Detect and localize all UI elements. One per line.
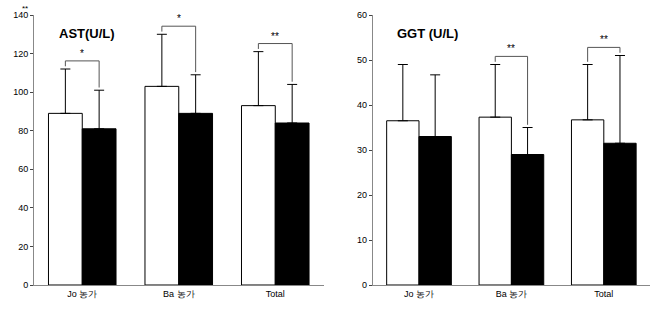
svg-text:0: 0 [362,280,367,290]
svg-text:*: * [80,48,84,59]
svg-text:40: 40 [18,203,28,213]
svg-text:**: ** [600,34,608,45]
svg-text:120: 120 [13,49,28,59]
svg-text:Total: Total [266,289,285,299]
svg-text:60: 60 [18,164,28,174]
svg-text:0: 0 [23,280,28,290]
svg-text:**: ** [271,31,279,42]
svg-text:**: ** [22,4,28,13]
svg-text:20: 20 [357,190,367,200]
svg-text:**: ** [507,43,515,54]
svg-text:Jo 농가: Jo 농가 [67,289,97,299]
svg-text:30: 30 [357,145,367,155]
svg-text:80: 80 [18,126,28,136]
svg-text:Total: Total [594,289,613,299]
svg-text:Ba 농가: Ba 농가 [163,289,195,299]
svg-text:*: * [177,13,181,24]
svg-text:100: 100 [13,87,28,97]
svg-text:20: 20 [18,242,28,252]
svg-text:50: 50 [357,55,367,65]
svg-text:Jo 농가: Jo 농가 [404,289,434,299]
svg-text:Ba 농가: Ba 농가 [496,289,528,299]
svg-text:140: 140 [13,10,28,20]
svg-text:60: 60 [357,10,367,20]
svg-text:GGT (U/L): GGT (U/L) [397,26,458,41]
svg-text:40: 40 [357,100,367,110]
svg-text:10: 10 [357,235,367,245]
svg-text:AST(U/L): AST(U/L) [59,26,115,41]
